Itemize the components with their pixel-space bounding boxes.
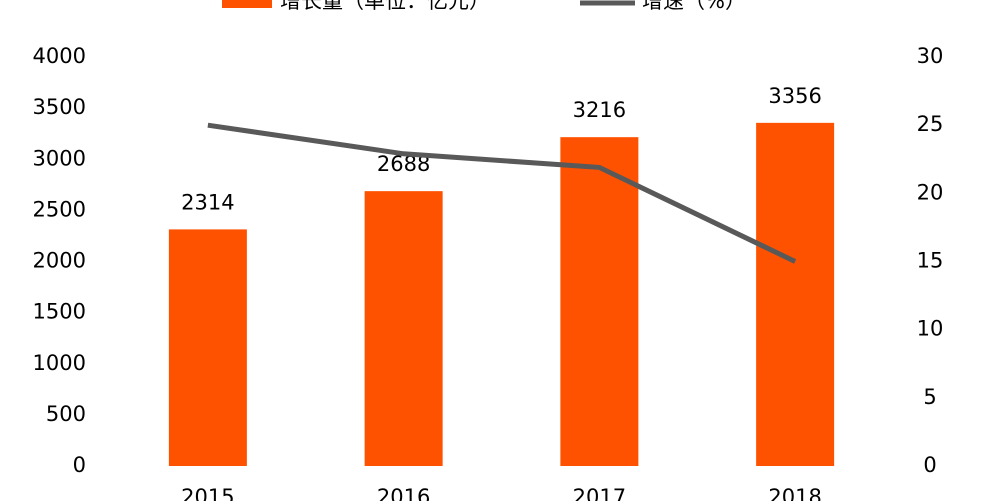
bar — [168, 229, 247, 466]
x-tick-label: 2018 — [768, 485, 821, 501]
data-label: 2314 — [181, 190, 234, 214]
y2-tick-label: 10 — [917, 317, 944, 341]
y-tick-label: 4000 — [33, 44, 86, 68]
y-tick-label: 1000 — [33, 351, 86, 375]
y2-tick-label: 0 — [923, 453, 936, 477]
legend-swatch — [222, 0, 272, 8]
y2-tick-label: 30 — [917, 44, 944, 68]
y-tick-label: 3500 — [33, 95, 86, 119]
y2-tick-label: 15 — [917, 249, 944, 273]
bar — [560, 137, 639, 466]
data-label: 3216 — [573, 98, 626, 122]
x-tick-label: 2017 — [573, 485, 626, 501]
line — [207, 122, 797, 264]
y-tick-label: 500 — [46, 402, 86, 426]
x-tick-label: 2016 — [377, 485, 430, 501]
x-tick-label: 2015 — [181, 485, 234, 501]
y-tick-label: 1500 — [33, 300, 86, 324]
y-tick-label: 2500 — [33, 197, 86, 221]
legend-label: 增长量（单位：亿元） — [280, 0, 490, 13]
y-tick-label: 0 — [73, 453, 86, 477]
legend-label: 增速（%） — [642, 0, 746, 13]
bar — [756, 122, 835, 466]
y-tick-label: 3000 — [33, 146, 86, 170]
y2-tick-label: 5 — [923, 385, 936, 409]
y2-tick-label: 25 — [917, 112, 944, 136]
bar — [364, 191, 443, 467]
y2-tick-label: 20 — [917, 180, 944, 204]
data-label: 3356 — [768, 84, 821, 108]
y-tick-label: 2000 — [33, 249, 86, 273]
